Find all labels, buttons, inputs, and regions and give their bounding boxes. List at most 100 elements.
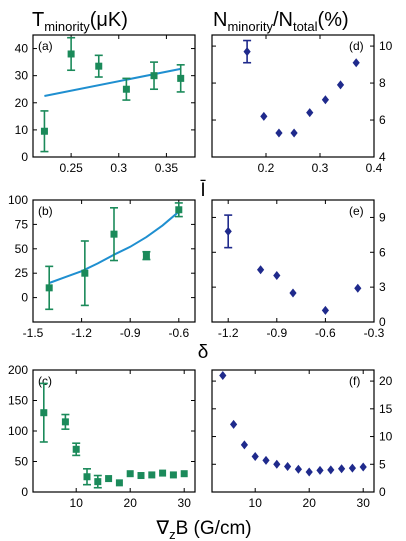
- data-point: [275, 128, 283, 138]
- data-point: [94, 478, 102, 486]
- data-point: [273, 271, 281, 281]
- y-tick-label: 100: [8, 193, 28, 207]
- x-tick-label: -1.5: [23, 326, 44, 340]
- data-point: [294, 464, 302, 474]
- data-point: [284, 461, 292, 471]
- x-tick-label: 30: [178, 496, 192, 510]
- y-tick-label: 10: [379, 39, 393, 53]
- x-tick-label: -0.9: [266, 326, 287, 340]
- x-tick-label: 0.25: [59, 161, 83, 175]
- plot-frame: [211, 199, 375, 323]
- y-tick-label: 40: [15, 42, 29, 56]
- data-point: [273, 459, 281, 469]
- x-tick-label: 0.2: [258, 161, 275, 175]
- data-point: [262, 455, 270, 465]
- x-tick-label: 0.4: [366, 161, 383, 175]
- data-point: [45, 284, 53, 292]
- data-point: [148, 471, 156, 479]
- data-point: [251, 452, 259, 462]
- data-point: [126, 470, 134, 478]
- data-point: [81, 269, 89, 277]
- data-point: [305, 467, 313, 477]
- data-point: [169, 471, 177, 479]
- panel-label: (b): [38, 204, 53, 218]
- data-point: [180, 470, 188, 478]
- y-tick-label: 0: [21, 291, 28, 305]
- y-tick-label: 4: [379, 150, 386, 164]
- panel-label: (e): [349, 204, 364, 218]
- data-point: [175, 206, 183, 214]
- x-tick-label: -0.3: [364, 326, 385, 340]
- row3-xlabel-main: ∇: [155, 518, 169, 539]
- data-point: [230, 419, 238, 429]
- data-point: [260, 111, 268, 121]
- x-tick-label: 20: [303, 496, 317, 510]
- y-tick-label: 0: [21, 150, 28, 164]
- y-tick-label: 30: [15, 69, 29, 83]
- data-point: [359, 462, 367, 472]
- row3-xlabel: ∇zB (G/cm): [155, 518, 251, 541]
- x-tick-label: -0.6: [315, 326, 336, 340]
- y-tick-label: 15: [379, 402, 393, 416]
- row3-xlabel-sub: z: [169, 527, 176, 541]
- data-point: [40, 409, 48, 417]
- x-tick-label: 20: [124, 496, 138, 510]
- right-title-main: N: [213, 9, 227, 31]
- plot-frame: [32, 199, 196, 323]
- y-tick-label: 75: [15, 217, 29, 231]
- left-title-tail: (μK): [90, 9, 128, 31]
- y-tick-label: 0: [379, 315, 386, 329]
- y-tick-label: 10: [379, 430, 393, 444]
- data-point: [354, 283, 362, 293]
- plot-frame: [32, 34, 196, 158]
- y-tick-label: 10: [15, 123, 29, 137]
- x-tick-label: 0.35: [155, 161, 179, 175]
- data-point: [115, 479, 123, 487]
- data-point: [352, 58, 360, 68]
- data-point: [105, 475, 113, 483]
- x-tick-label: 0.3: [110, 161, 127, 175]
- data-point: [290, 128, 298, 138]
- x-tick-label: -0.9: [120, 326, 141, 340]
- left-column-title: Tminority(μK): [32, 9, 128, 34]
- data-point: [83, 473, 91, 481]
- data-point: [327, 465, 335, 475]
- y-tick-label: 6: [379, 245, 386, 259]
- data-point: [40, 127, 48, 135]
- y-tick-label: 8: [379, 76, 386, 90]
- row2-xlabel: δ: [198, 342, 209, 363]
- row1-xlabel: Ī: [200, 180, 206, 201]
- y-tick-label: 0: [379, 485, 386, 499]
- data-point: [72, 445, 80, 453]
- y-tick-label: 200: [8, 363, 28, 377]
- data-point: [348, 463, 356, 473]
- x-tick-label: -1.2: [71, 326, 92, 340]
- x-tick-label: 30: [357, 496, 371, 510]
- right-title-sub2: total: [293, 19, 318, 34]
- plot-frame: [211, 34, 375, 158]
- y-tick-label: 3: [379, 280, 386, 294]
- y-tick-label: 6: [379, 113, 386, 127]
- data-point: [137, 472, 145, 480]
- data-point: [243, 47, 251, 57]
- y-tick-label: 5: [379, 457, 386, 471]
- panel-label: (a): [38, 39, 53, 53]
- y-tick-label: 20: [15, 96, 29, 110]
- data-point: [67, 50, 75, 58]
- data-point: [177, 74, 185, 82]
- x-tick-label: 10: [70, 496, 84, 510]
- data-point: [321, 305, 329, 315]
- panel-d: 0.2 0.3 0.44 6 8 10 (d): [211, 34, 393, 175]
- panel-label: (f): [349, 374, 360, 388]
- y-tick-label: 150: [8, 394, 28, 408]
- panel-label: (d): [349, 39, 364, 53]
- data-point: [338, 464, 346, 474]
- y-tick-label: 9: [379, 210, 386, 224]
- data-point: [240, 440, 248, 450]
- x-tick-label: -0.6: [168, 326, 189, 340]
- x-tick-label: -1.2: [218, 326, 239, 340]
- data-point: [336, 80, 345, 90]
- x-tick-label: 10: [249, 496, 263, 510]
- y-tick-label: 50: [15, 455, 29, 469]
